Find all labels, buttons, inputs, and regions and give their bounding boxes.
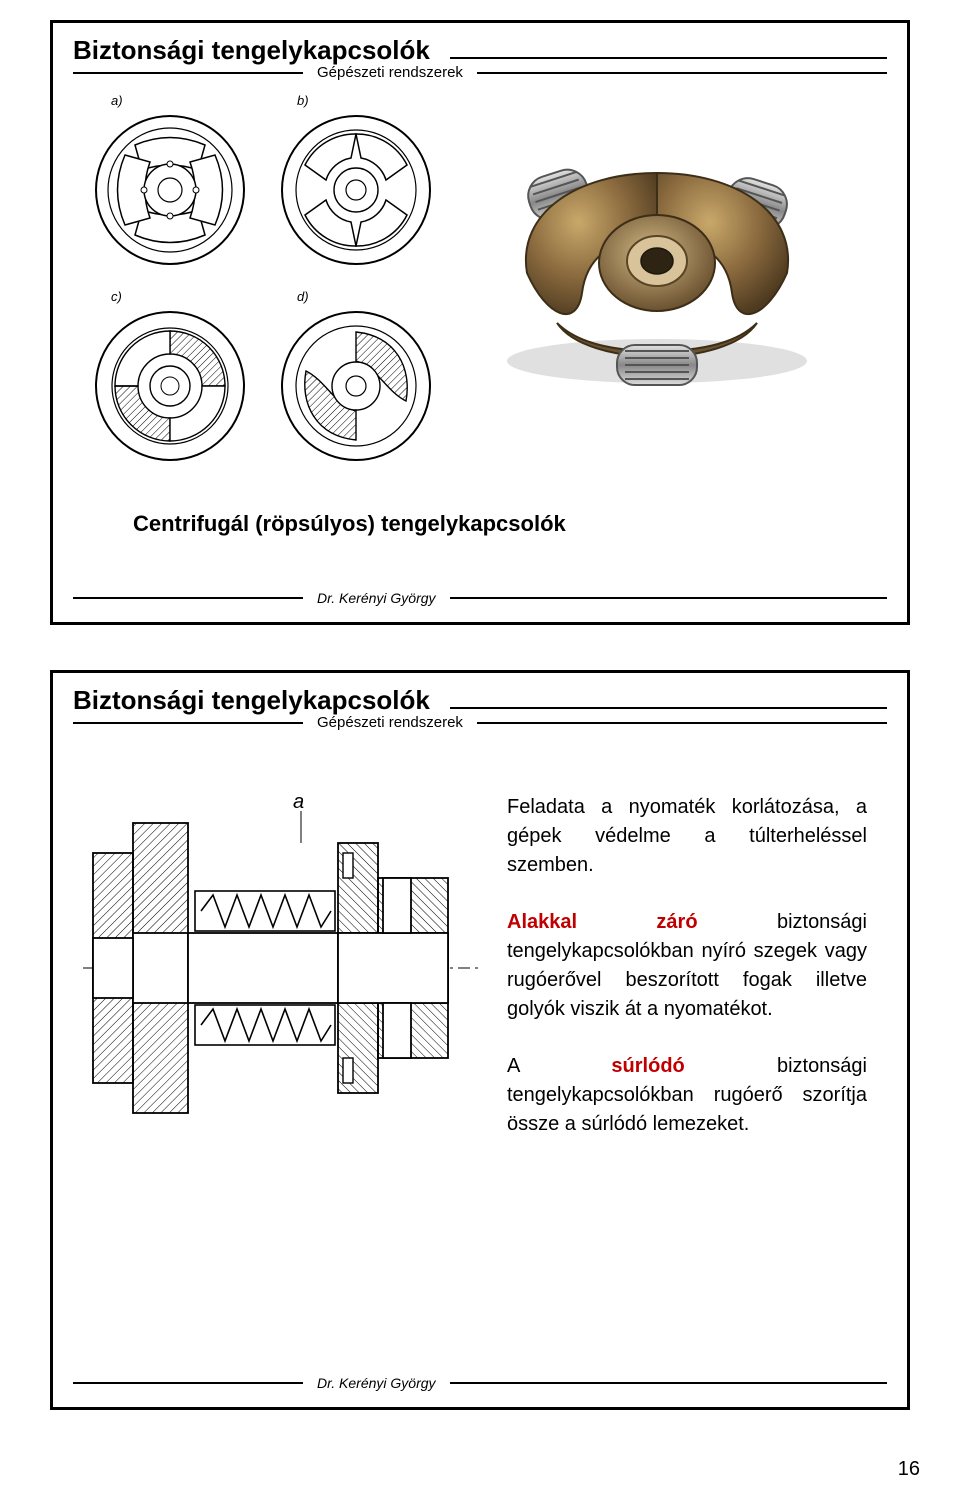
para1: Feladata a nyomaték korlátozása, a gépek… — [507, 793, 867, 880]
clutch-photo — [467, 143, 847, 413]
slide2-title: Biztonsági tengelykapcsolók — [73, 685, 430, 716]
page-number: 16 — [898, 1458, 920, 1481]
title-row: Biztonsági tengelykapcsolók — [53, 23, 907, 66]
para3-pre: A — [507, 1055, 611, 1077]
rule — [73, 597, 303, 599]
cross-section-svg: a — [83, 783, 483, 1153]
rule — [450, 597, 887, 599]
disc-c: c) — [83, 289, 257, 473]
slide1-footer: Dr. Kerényi György — [303, 590, 450, 606]
disc-b: b) — [269, 93, 443, 277]
title-rule — [450, 57, 887, 59]
footer-row: Dr. Kerényi György — [73, 590, 887, 606]
disc-d-svg — [276, 306, 436, 466]
disc-a-svg — [90, 110, 250, 270]
section-label: a — [293, 791, 304, 813]
rule — [477, 722, 887, 724]
title-row: Biztonsági tengelykapcsolók — [53, 673, 907, 716]
diagram-grid: a) b) — [83, 93, 443, 473]
disc-d: d) — [269, 289, 443, 473]
disc-label-a: a) — [83, 93, 123, 108]
disc-a: a) — [83, 93, 257, 277]
slide1-subtitle: Gépészeti rendszerek — [303, 64, 477, 81]
rule — [73, 722, 303, 724]
disc-label-b: b) — [269, 93, 309, 108]
slide2-subtitle: Gépészeti rendszerek — [303, 714, 477, 731]
disc-label-c: c) — [83, 289, 122, 304]
subtitle-row: Gépészeti rendszerek — [53, 714, 907, 741]
footer-row: Dr. Kerényi György — [73, 1375, 887, 1391]
disc-c-svg — [90, 306, 250, 466]
title-rule — [450, 707, 887, 709]
rule — [73, 72, 303, 74]
disc-label-d: d) — [269, 289, 309, 304]
slide1-caption: Centrifugál (röpsúlyos) tengelykapcsolók — [133, 511, 566, 537]
slide2-footer: Dr. Kerényi György — [303, 1375, 450, 1391]
rule — [477, 72, 887, 74]
para2-keyword: Alakkal záró — [507, 911, 698, 933]
rule — [73, 1382, 303, 1384]
slide1-title: Biztonsági tengelykapcsolók — [73, 35, 430, 66]
rule — [450, 1382, 887, 1384]
para2: Alakkal záró biztonsági tengelykapcsolók… — [507, 908, 867, 1024]
para3-keyword: súrlódó — [611, 1055, 684, 1077]
slide-centrifugal: Biztonsági tengelykapcsolók Gépészeti re… — [50, 20, 910, 625]
slide-safety-coupling: Biztonsági tengelykapcsolók Gépészeti re… — [50, 670, 910, 1410]
para3: A súrlódó biztonsági tengelykapcsolókban… — [507, 1052, 867, 1139]
disc-b-svg — [276, 110, 436, 270]
body-text: Feladata a nyomaték korlátozása, a gépek… — [507, 793, 867, 1167]
subtitle-row: Gépészeti rendszerek — [53, 64, 907, 91]
